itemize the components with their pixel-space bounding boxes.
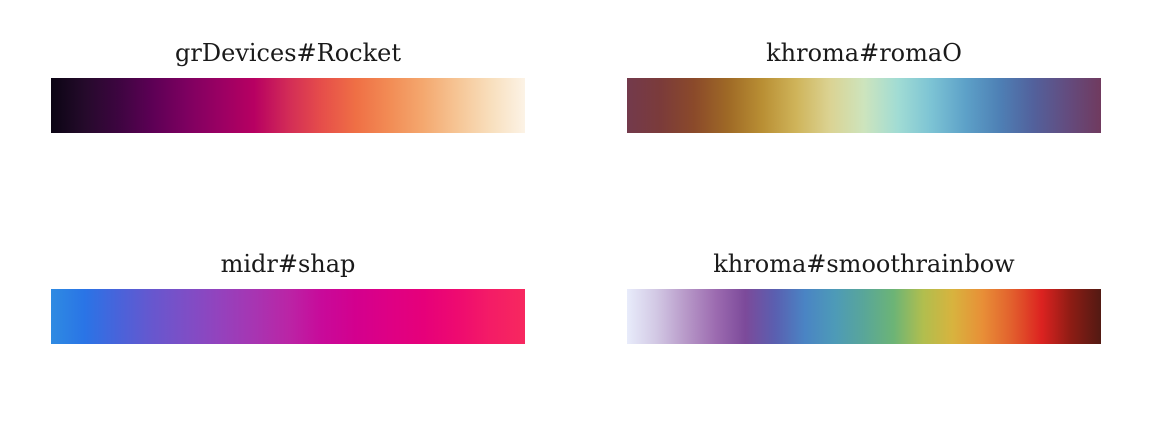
palette-smoothrainbow: khroma#smoothrainbow [627,250,1101,344]
palette-shap: midr#shap [51,250,525,344]
palette-gradient-bar [627,289,1101,344]
palette-rocket: grDevices#Rocket [51,39,525,133]
palette-title: khroma#romaO [766,39,962,67]
palette-title: midr#shap [220,250,356,278]
palette-gradient-bar [51,289,525,344]
palette-title: khroma#smoothrainbow [713,250,1015,278]
palette-gradient-bar [627,78,1101,133]
palette-gradient-bar [51,78,525,133]
palette-title: grDevices#Rocket [175,39,401,67]
palette-romao: khroma#romaO [627,39,1101,133]
